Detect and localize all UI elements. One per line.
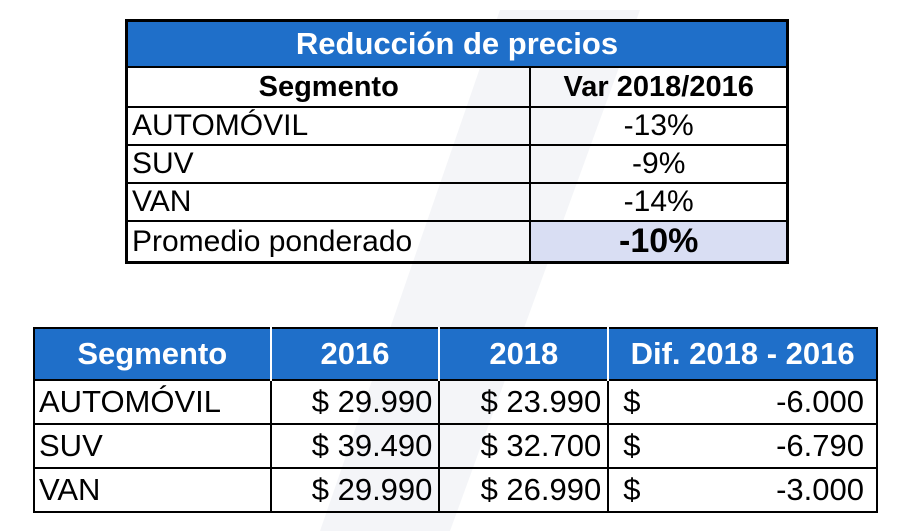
- header-segment: Segmento: [125, 66, 532, 108]
- diff-cell: $ -6.000: [607, 379, 878, 425]
- header-2018: 2018: [438, 328, 609, 380]
- diff-cell: $ -6.790: [607, 423, 878, 469]
- segment-cell: SUV: [33, 423, 272, 469]
- table-title: Reducción de precios: [125, 19, 789, 68]
- price-2018-cell: $ 26.990: [438, 467, 610, 513]
- var-cell: -13%: [529, 106, 789, 146]
- var-cell: -9%: [529, 144, 789, 184]
- price-2018-cell: $ 23.990: [438, 379, 610, 425]
- header-2016: 2016: [269, 328, 440, 380]
- currency-symbol: $: [623, 428, 641, 463]
- price-reduction-table: Reducción de precios Segmento Var 2018/2…: [125, 19, 789, 264]
- diff-value: -3.000: [776, 472, 864, 507]
- header-segment: Segmento: [34, 328, 271, 380]
- currency-symbol: $: [623, 384, 641, 419]
- price-comparison-table: Segmento 2016 2018 Dif. 2018 - 2016 AUTO…: [33, 327, 878, 513]
- segment-cell: VAN: [125, 182, 532, 222]
- table-row: SUV $ 39.490 $ 32.700 $ -6.790: [33, 423, 878, 469]
- table-row: Promedio ponderado -10%: [125, 220, 789, 264]
- price-2016-cell: $ 29.990: [269, 467, 441, 513]
- table-row: VAN $ 29.990 $ 26.990 $ -3.000: [33, 467, 878, 513]
- table-row: AUTOMÓVIL $ 29.990 $ 23.990 $ -6.000: [33, 379, 878, 425]
- diff-cell: $ -3.000: [607, 467, 878, 513]
- diff-value: -6.790: [776, 428, 864, 463]
- segment-cell: AUTOMÓVIL: [125, 106, 532, 146]
- header-diff: Dif. 2018 - 2016: [607, 328, 877, 380]
- segment-cell: VAN: [33, 467, 272, 513]
- segment-cell: Promedio ponderado: [125, 220, 532, 264]
- currency-symbol: $: [623, 472, 641, 507]
- var-cell: -14%: [529, 182, 789, 222]
- price-2016-cell: $ 29.990: [269, 379, 441, 425]
- price-2016-cell: $ 39.490: [269, 423, 441, 469]
- table-row: VAN -14%: [125, 182, 789, 222]
- segment-cell: AUTOMÓVIL: [33, 379, 272, 425]
- weighted-average-cell: -10%: [529, 220, 789, 264]
- price-2018-cell: $ 32.700: [438, 423, 610, 469]
- segment-cell: SUV: [125, 144, 532, 184]
- table-row: SUV -9%: [125, 144, 789, 184]
- table-row: AUTOMÓVIL -13%: [125, 106, 789, 146]
- diff-value: -6.000: [776, 384, 864, 419]
- header-var: Var 2018/2016: [529, 66, 789, 108]
